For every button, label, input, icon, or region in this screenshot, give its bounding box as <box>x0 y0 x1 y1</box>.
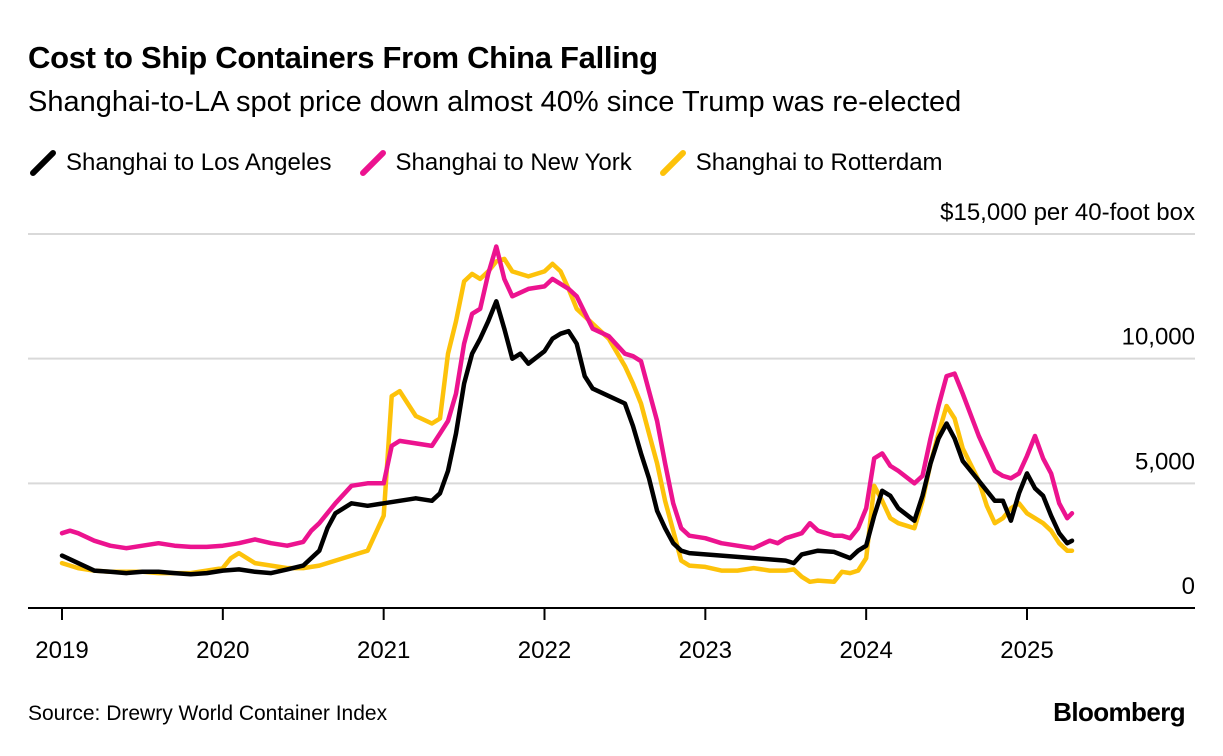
series-line-shanghai-to-new-york <box>59 244 1075 551</box>
legend-label: Shanghai to New York <box>395 149 632 176</box>
x-tick-label: 2021 <box>357 637 410 664</box>
x-tick-label: 2020 <box>196 637 249 664</box>
legend-swatch <box>659 150 686 176</box>
y-tick-label: 5,000 <box>1135 448 1195 475</box>
x-tick-label: 2023 <box>679 637 732 664</box>
legend-label: Shanghai to Rotterdam <box>695 149 943 176</box>
series-line-shanghai-to-rotterdam <box>59 256 1075 585</box>
y-tick-label: 10,000 <box>1122 324 1195 351</box>
x-tick-label: 2019 <box>35 637 88 664</box>
legend-swatch <box>30 150 56 176</box>
x-tick-label: 2022 <box>518 637 571 664</box>
legend-item: Shanghai to New York <box>358 148 632 178</box>
x-tick-label: 2024 <box>839 637 892 664</box>
series-line-shanghai-to-los-angeles <box>59 299 1075 577</box>
y-tick-label: $15,000 per 40-foot box <box>940 199 1195 226</box>
legend-item: Shanghai to Los Angeles <box>28 148 332 178</box>
source-note: Source: Drewry World Container Index <box>28 702 388 725</box>
chart-subtitle: Shanghai-to-LA spot price down almost 40… <box>28 86 962 118</box>
legend-item: Shanghai to Rotterdam <box>658 148 943 178</box>
legend-swatch <box>359 150 386 176</box>
chart-title: Cost to Ship Containers From China Falli… <box>28 40 658 75</box>
legend-label: Shanghai to Los Angeles <box>66 149 332 176</box>
x-tick-label: 2025 <box>1000 637 1053 664</box>
y-tick-label: 0 <box>1182 573 1195 600</box>
legend: Shanghai to Los Angeles Shanghai to New Y… <box>28 146 969 180</box>
bloomberg-logo: Bloomberg <box>1053 697 1185 727</box>
